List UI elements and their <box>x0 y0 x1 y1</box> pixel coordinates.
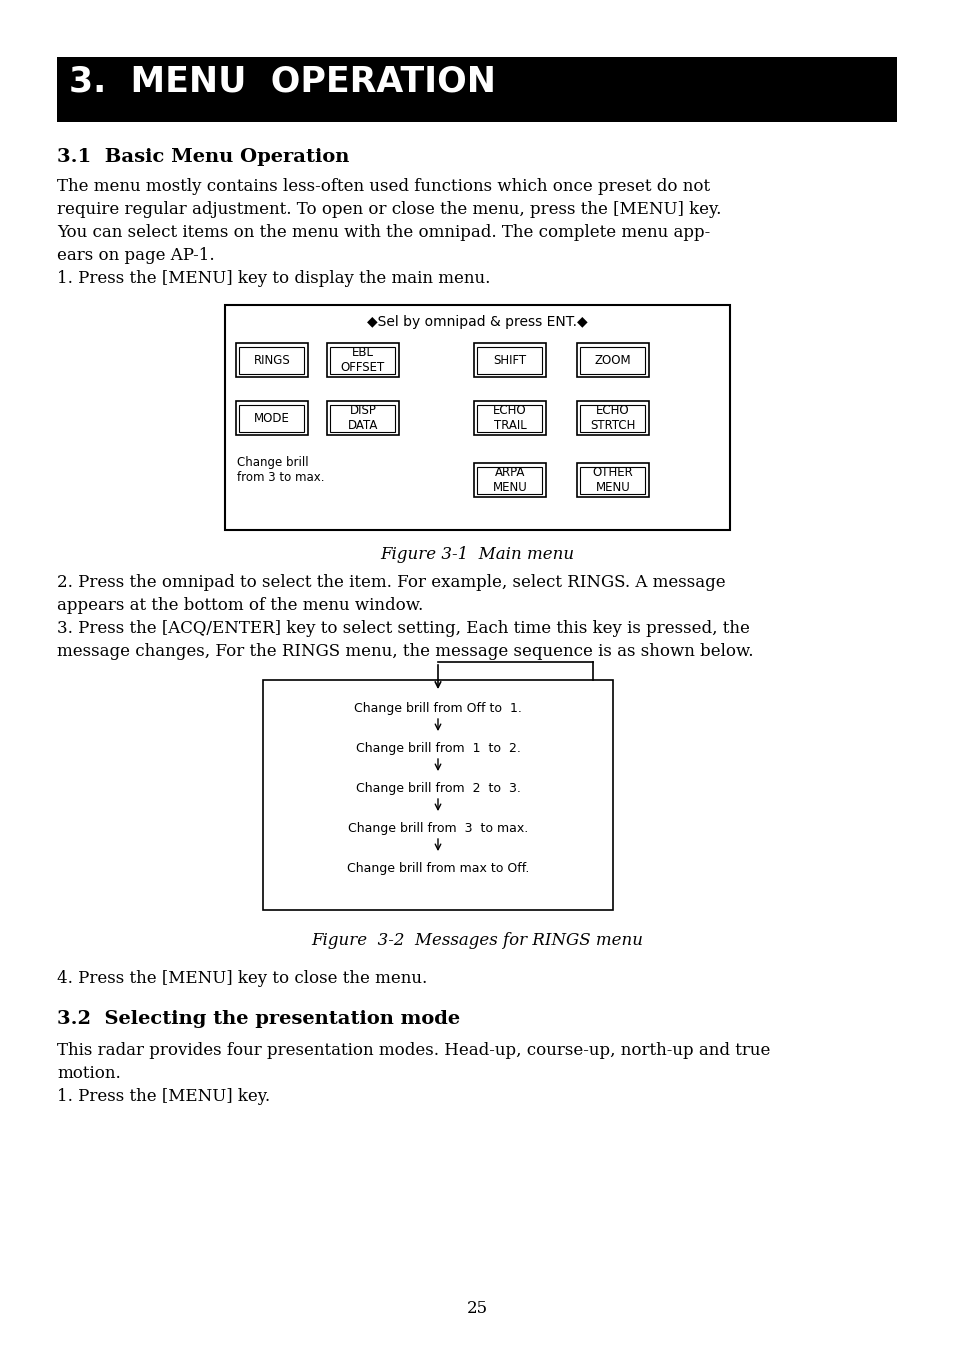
Text: Change brill from  1  to  2.: Change brill from 1 to 2. <box>355 741 520 755</box>
FancyBboxPatch shape <box>477 404 542 431</box>
Text: ◆Sel by omnipad & press ENT.◆: ◆Sel by omnipad & press ENT.◆ <box>367 315 587 329</box>
FancyBboxPatch shape <box>474 342 545 377</box>
Text: Change brill from Off to  1.: Change brill from Off to 1. <box>354 702 521 714</box>
Text: 2. Press the omnipad to select the item. For example, select RINGS. A message: 2. Press the omnipad to select the item.… <box>57 574 725 590</box>
Text: You can select items on the menu with the omnipad. The complete menu app-: You can select items on the menu with th… <box>57 224 709 241</box>
FancyBboxPatch shape <box>579 466 645 493</box>
Text: appears at the bottom of the menu window.: appears at the bottom of the menu window… <box>57 597 423 613</box>
Text: Figure 3-1  Main menu: Figure 3-1 Main menu <box>379 546 574 563</box>
Text: Figure  3-2  Messages for RINGS menu: Figure 3-2 Messages for RINGS menu <box>311 931 642 949</box>
Text: message changes, For the RINGS menu, the message sequence is as shown below.: message changes, For the RINGS menu, the… <box>57 643 753 661</box>
FancyBboxPatch shape <box>577 462 648 497</box>
FancyBboxPatch shape <box>477 466 542 493</box>
Text: Change brill from max to Off.: Change brill from max to Off. <box>347 861 529 875</box>
FancyBboxPatch shape <box>579 404 645 431</box>
FancyBboxPatch shape <box>225 305 729 530</box>
Text: 1. Press the [MENU] key to display the main menu.: 1. Press the [MENU] key to display the m… <box>57 270 490 287</box>
FancyBboxPatch shape <box>263 679 613 910</box>
Text: ARPA
MENU: ARPA MENU <box>492 466 527 493</box>
Text: The menu mostly contains less-often used functions which once preset do not: The menu mostly contains less-often used… <box>57 178 709 195</box>
Text: motion.: motion. <box>57 1065 121 1082</box>
FancyBboxPatch shape <box>239 404 304 431</box>
Text: ears on page AP-1.: ears on page AP-1. <box>57 247 214 264</box>
Text: 1. Press the [MENU] key.: 1. Press the [MENU] key. <box>57 1088 270 1105</box>
Text: 3.2  Selecting the presentation mode: 3.2 Selecting the presentation mode <box>57 1010 459 1029</box>
FancyBboxPatch shape <box>474 462 545 497</box>
Text: ZOOM: ZOOM <box>594 353 631 367</box>
Text: ECHO
STRTCH: ECHO STRTCH <box>590 404 635 431</box>
Text: RINGS: RINGS <box>253 353 290 367</box>
Text: 3.1  Basic Menu Operation: 3.1 Basic Menu Operation <box>57 148 349 166</box>
Text: EBL
OFFSET: EBL OFFSET <box>340 346 385 373</box>
FancyBboxPatch shape <box>474 400 545 435</box>
FancyBboxPatch shape <box>577 342 648 377</box>
FancyBboxPatch shape <box>57 57 896 123</box>
FancyBboxPatch shape <box>327 342 398 377</box>
Text: ECHO
TRAIL: ECHO TRAIL <box>493 404 526 431</box>
Text: DISP
DATA: DISP DATA <box>348 404 377 431</box>
Text: This radar provides four presentation modes. Head-up, course-up, north-up and tr: This radar provides four presentation mo… <box>57 1042 770 1060</box>
Text: OTHER
MENU: OTHER MENU <box>592 466 633 493</box>
Text: 3.  MENU  OPERATION: 3. MENU OPERATION <box>69 65 496 98</box>
FancyBboxPatch shape <box>239 346 304 373</box>
Text: Change brill from  3  to max.: Change brill from 3 to max. <box>348 822 528 834</box>
Text: Change brill
from 3 to max.: Change brill from 3 to max. <box>236 456 324 484</box>
Text: 3. Press the [ACQ/ENTER] key to select setting, Each time this key is pressed, t: 3. Press the [ACQ/ENTER] key to select s… <box>57 620 749 638</box>
Text: require regular adjustment. To open or close the menu, press the [MENU] key.: require regular adjustment. To open or c… <box>57 201 720 218</box>
Text: 25: 25 <box>466 1299 487 1317</box>
FancyBboxPatch shape <box>327 400 398 435</box>
Text: Change brill from  2  to  3.: Change brill from 2 to 3. <box>355 782 520 795</box>
FancyBboxPatch shape <box>330 404 395 431</box>
FancyBboxPatch shape <box>330 346 395 373</box>
FancyBboxPatch shape <box>235 400 308 435</box>
Text: SHIFT: SHIFT <box>493 353 526 367</box>
FancyBboxPatch shape <box>477 346 542 373</box>
FancyBboxPatch shape <box>577 400 648 435</box>
FancyBboxPatch shape <box>235 342 308 377</box>
Text: 4. Press the [MENU] key to close the menu.: 4. Press the [MENU] key to close the men… <box>57 971 427 987</box>
FancyBboxPatch shape <box>579 346 645 373</box>
Text: MODE: MODE <box>253 411 290 425</box>
